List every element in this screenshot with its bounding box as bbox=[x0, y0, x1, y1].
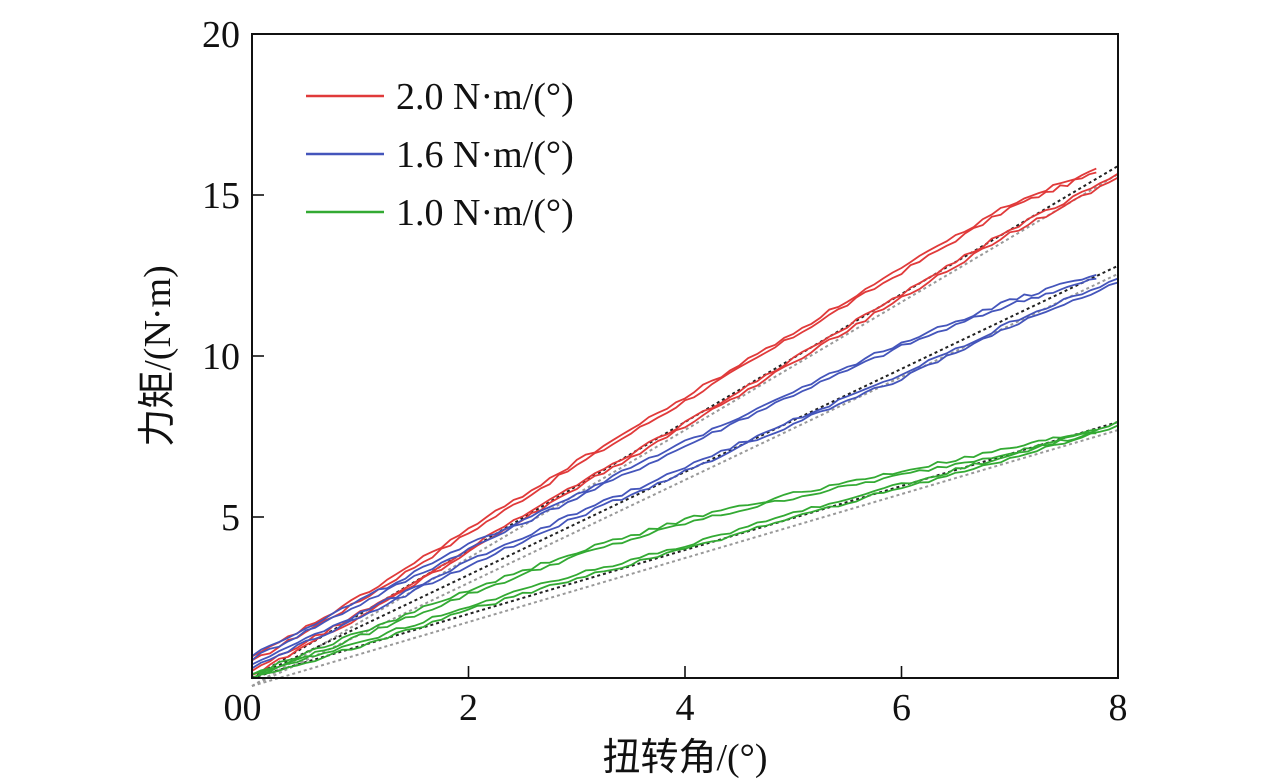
x-tick-label: 6 bbox=[892, 687, 911, 729]
series-3 bbox=[251, 420, 1119, 687]
series-2 bbox=[251, 264, 1119, 687]
legend-label: 2.0 N·m/(°) bbox=[396, 76, 574, 118]
series-fit-line bbox=[251, 421, 1119, 679]
legend-label: 1.6 N·m/(°) bbox=[396, 134, 574, 176]
series-loading-line bbox=[251, 167, 1097, 658]
origin-tick-label: 0 bbox=[224, 687, 243, 729]
legend: 2.0 N·m/(°) 1.6 N·m/(°) 1.0 N·m/(°) bbox=[306, 76, 574, 234]
x-axis-label: 扭转角/(°) bbox=[602, 737, 767, 779]
legend-label: 1.0 N·m/(°) bbox=[396, 192, 574, 234]
series-unloading-line bbox=[251, 277, 1119, 666]
series-layer bbox=[251, 165, 1119, 687]
y-tick-label: 20 bbox=[202, 14, 240, 56]
y-tick-label: 15 bbox=[202, 175, 240, 217]
series-loading-line bbox=[251, 274, 1097, 657]
series-fit-line bbox=[251, 264, 1119, 679]
x-tick-label: 0 bbox=[243, 687, 262, 729]
series-loading-line bbox=[251, 428, 1097, 676]
y-axis-label: 力矩/(N·m) bbox=[137, 265, 179, 447]
series-unloading-line bbox=[251, 172, 1119, 672]
series-unloading-line bbox=[251, 420, 1119, 675]
tick-layer: 0 2 4 6 8 5 10 15 20 0 bbox=[202, 14, 1128, 729]
x-tick-label: 4 bbox=[676, 687, 695, 729]
x-tick-label: 8 bbox=[1109, 687, 1128, 729]
y-tick-label: 5 bbox=[221, 497, 240, 539]
y-tick-label: 10 bbox=[202, 336, 240, 378]
series-1 bbox=[251, 165, 1119, 687]
x-tick-label: 2 bbox=[459, 687, 478, 729]
series-unloading-line bbox=[251, 424, 1119, 679]
series-fit-line-gray bbox=[251, 429, 1119, 687]
series-loading-line bbox=[251, 432, 1097, 680]
